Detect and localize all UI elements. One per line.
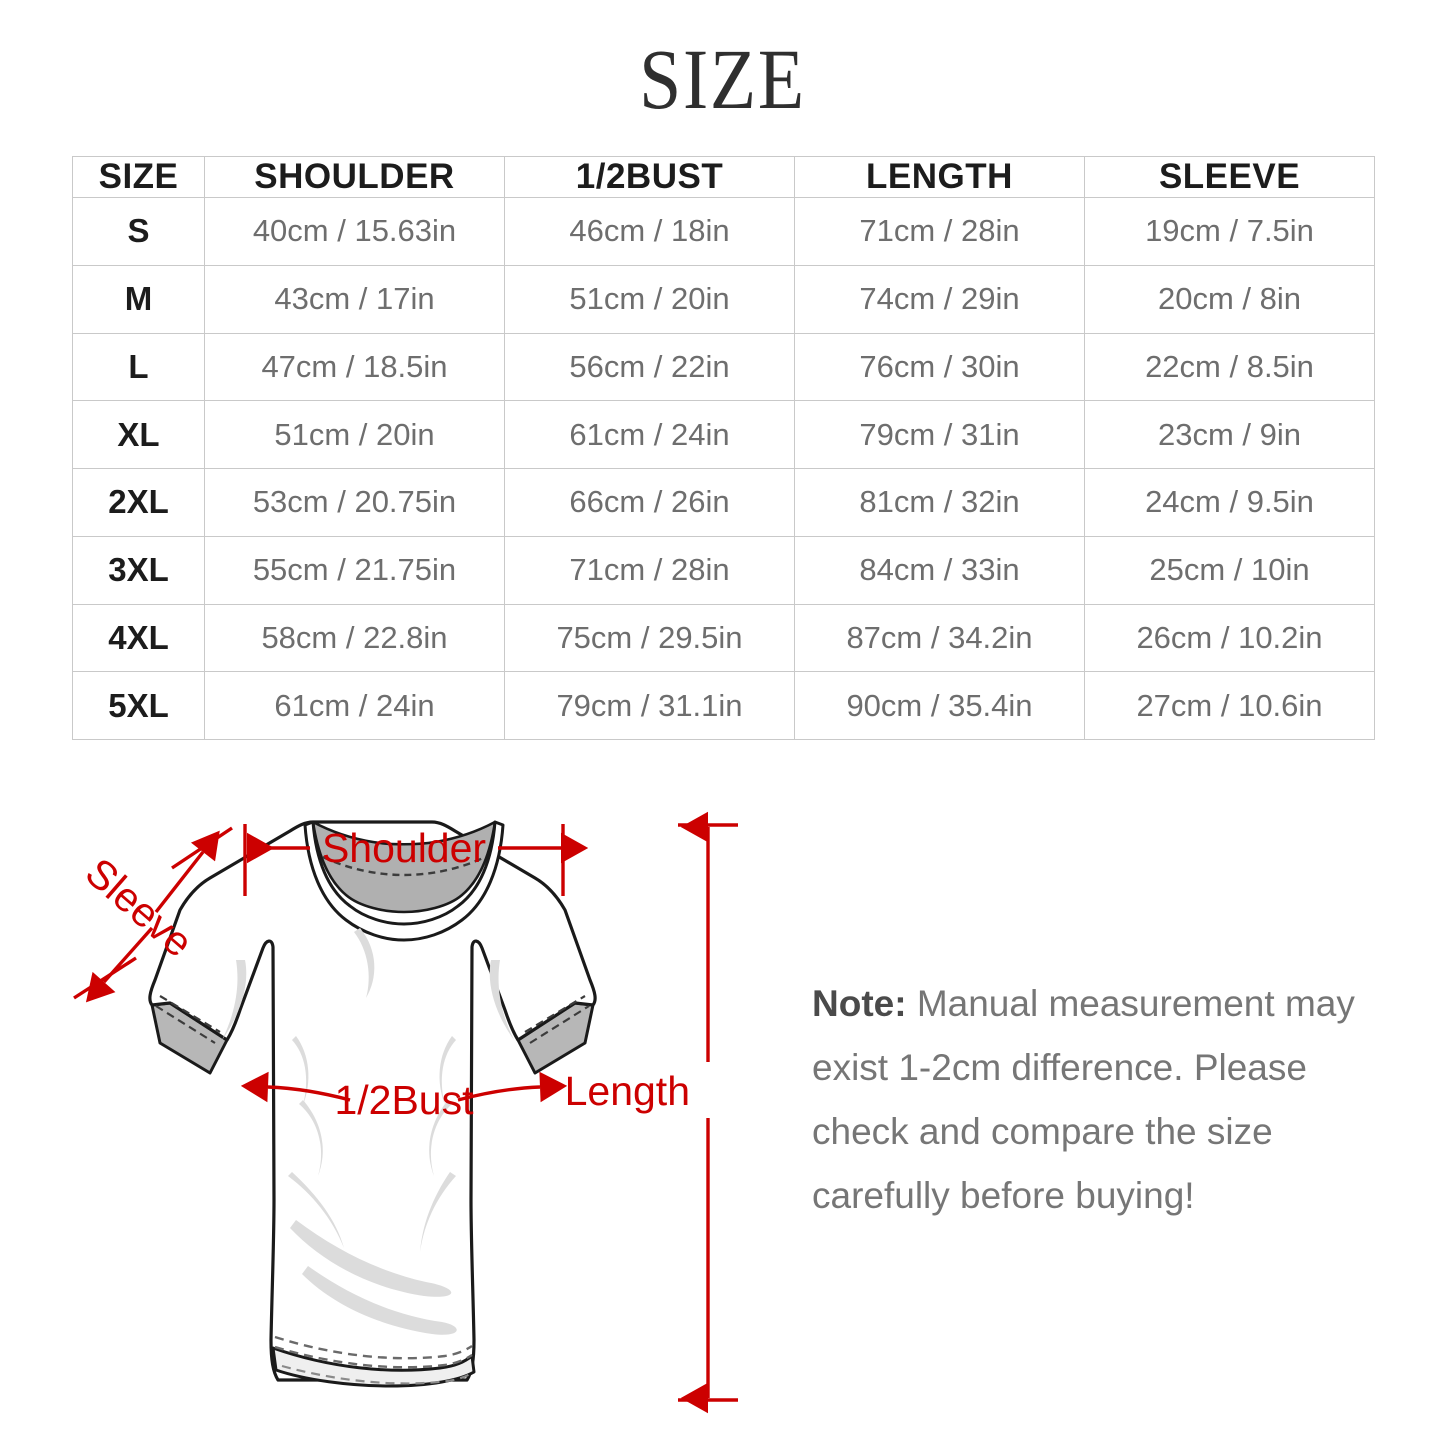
cell-shoulder: 55cm / 21.75in [204,535,505,605]
cell-length: 87cm / 34.2in [794,603,1085,673]
shoulder-measure-group: Shoulder [243,824,589,896]
note-label: Note: [812,983,907,1024]
page-title: SIZE [639,31,806,127]
cell-shoulder: 47cm / 18.5in [204,332,505,402]
table-row: 5XL 61cm / 24in 79cm / 31.1in 90cm / 35.… [72,671,1375,740]
tshirt-body [148,820,597,1388]
length-label: Length [565,1068,690,1114]
table-row: XL 51cm / 20in 61cm / 24in 79cm / 31in 2… [72,400,1375,469]
cell-size: M [72,264,205,334]
note-block: Note: Manual measurement may exist 1-2cm… [812,972,1382,1228]
table-header-row: SIZE SHOULDER 1/2BUST LENGTH SLEEVE [72,156,1375,198]
collar-stitch-dashed [322,855,486,877]
cell-sleeve: 20cm / 8in [1084,264,1375,334]
cell-size: L [72,332,205,402]
cell-bust: 79cm / 31.1in [504,671,795,740]
cell-sleeve: 19cm / 7.5in [1084,197,1375,266]
cell-sleeve: 26cm / 10.2in [1084,603,1375,673]
cell-size: S [72,197,205,266]
shoulder-label: Shoulder [322,825,486,871]
column-header-shoulder: SHOULDER [204,156,505,198]
cell-bust: 71cm / 28in [504,535,795,605]
cell-sleeve: 22cm / 8.5in [1084,332,1375,402]
table-row: 3XL 55cm / 21.75in 71cm / 28in 84cm / 33… [72,535,1375,605]
bust-arrow-left-segment [240,1071,351,1103]
cell-length: 90cm / 35.4in [794,671,1085,740]
fabric-fold-shadows [222,928,514,1335]
cell-sleeve: 24cm / 9.5in [1084,468,1375,537]
cell-size: 4XL [72,603,205,673]
cell-bust: 51cm / 20in [504,264,795,334]
column-header-size: SIZE [72,156,205,198]
column-header-sleeve: SLEEVE [1084,156,1375,198]
bust-arrow-right-segment [457,1071,568,1103]
bust-measure-group: 1/2Bust [240,1071,568,1123]
collar-front-band [303,820,505,942]
table-row: 4XL 58cm / 22.8in 75cm / 29.5in 87cm / 3… [72,603,1375,673]
left-cuff-stitch [159,995,221,1033]
cell-length: 84cm / 33in [794,535,1085,605]
bottom-hem-band [271,1346,476,1388]
cell-shoulder: 53cm / 20.75in [204,468,505,537]
size-table: SIZE SHOULDER 1/2BUST LENGTH SLEEVE S 40… [72,156,1375,740]
cell-shoulder: 58cm / 22.8in [204,603,505,673]
length-measure-group: Length [565,811,738,1414]
cell-sleeve: 25cm / 10in [1084,535,1375,605]
cell-length: 71cm / 28in [794,197,1085,266]
cell-size: 5XL [72,671,205,740]
cell-sleeve: 23cm / 9in [1084,400,1375,469]
tshirt-outline [148,820,597,1382]
cell-bust: 75cm / 29.5in [504,603,795,673]
cell-bust: 56cm / 22in [504,332,795,402]
bottom-hem-stitch-3 [281,1364,474,1385]
column-header-length: LENGTH [794,156,1085,198]
cell-sleeve: 27cm / 10.6in [1084,671,1375,740]
right-cuff-stitch [524,995,586,1033]
cell-length: 81cm / 32in [794,468,1085,537]
sleeve-tick-upper [171,826,233,870]
sleeve-arrow-upper [154,830,220,914]
right-cuff-stitch-2 [529,1005,590,1044]
size-table-container: SIZE SHOULDER 1/2BUST LENGTH SLEEVE S 40… [72,156,1375,740]
table-row: S 40cm / 15.63in 46cm / 18in 71cm / 28in… [72,197,1375,266]
cell-bust: 46cm / 18in [504,197,795,266]
cell-size: 3XL [72,535,205,605]
cell-shoulder: 61cm / 24in [204,671,505,740]
table-row: M 43cm / 17in 51cm / 20in 74cm / 29in 20… [72,264,1375,334]
sleeve-tick-lower [73,956,137,1000]
tshirt-diagram-svg: Shoulder Sleeve 1/2Bust [73,811,738,1414]
bust-label: 1/2Bust [334,1077,474,1123]
collar-inner-gray [311,820,497,914]
cell-size: XL [72,400,205,469]
note-text: Manual measurement may exist 1-2cm diffe… [812,983,1355,1216]
cell-bust: 66cm / 26in [504,468,795,537]
table-row: 2XL 53cm / 20.75in 66cm / 26in 81cm / 32… [72,468,1375,537]
column-header-bust: 1/2BUST [504,156,795,198]
cell-bust: 61cm / 24in [504,400,795,469]
table-row: L 47cm / 18.5in 56cm / 22in 76cm / 30in … [72,332,1375,402]
cell-length: 74cm / 29in [794,264,1085,334]
cell-shoulder: 51cm / 20in [204,400,505,469]
measurement-diagram: Shoulder Sleeve 1/2Bust [0,760,1445,1445]
cell-shoulder: 43cm / 17in [204,264,505,334]
cell-size: 2XL [72,468,205,537]
left-cuff-stitch-2 [155,1005,216,1044]
cell-length: 79cm / 31in [794,400,1085,469]
sleeve-arrow-lower [85,926,154,1003]
cell-length: 76cm / 30in [794,332,1085,402]
cell-shoulder: 40cm / 15.63in [204,197,505,266]
bottom-hem-stitch-1 [274,1335,473,1360]
